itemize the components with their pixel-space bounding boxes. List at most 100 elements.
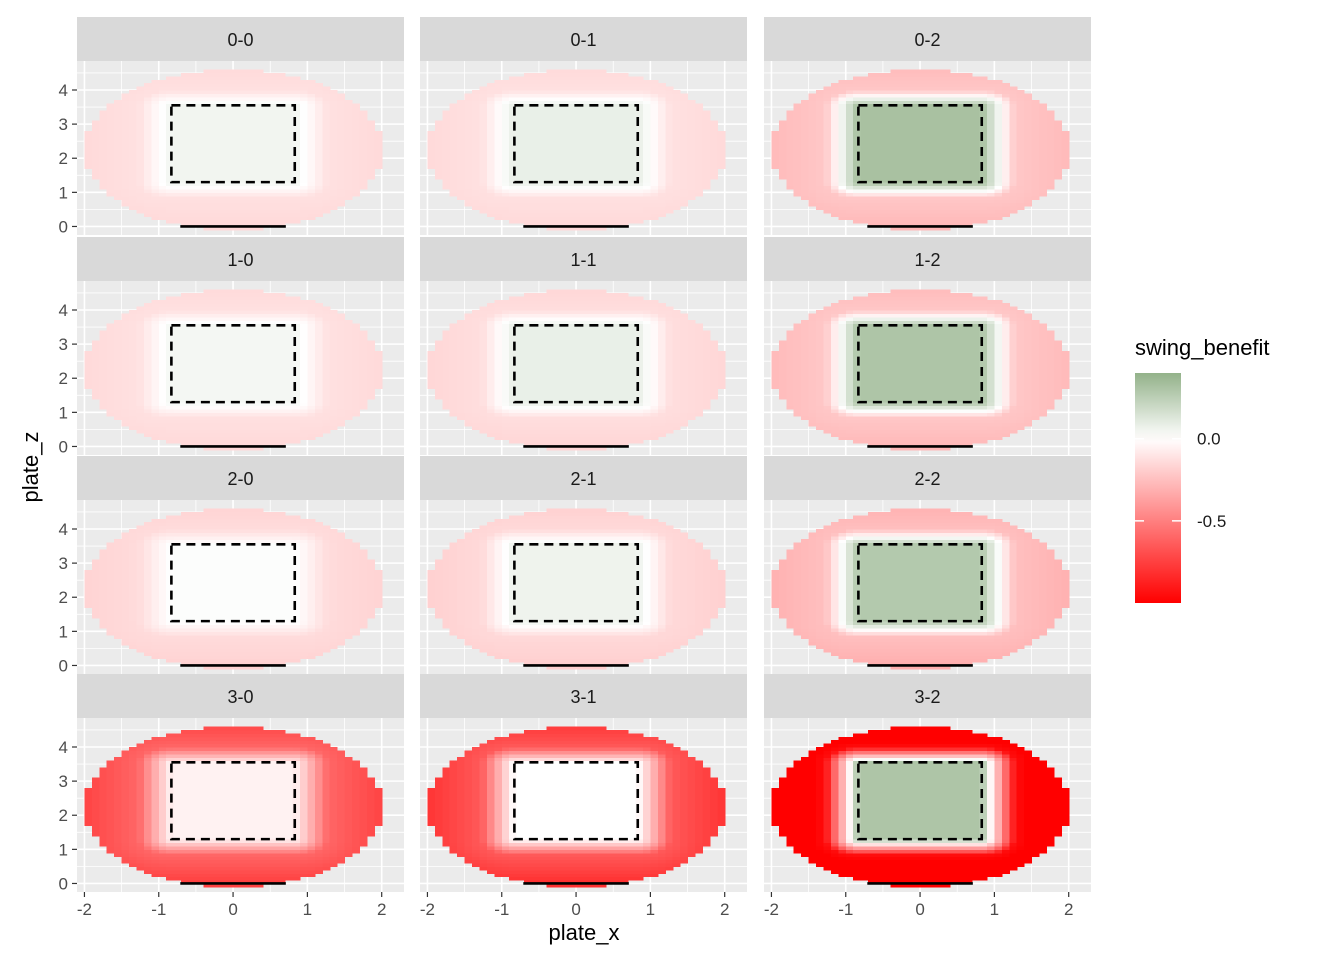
heat-tile bbox=[351, 124, 361, 129]
heat-tile bbox=[1001, 199, 1010, 204]
heat-tile bbox=[808, 192, 817, 197]
heat-tile bbox=[583, 69, 592, 74]
heat-tile bbox=[949, 151, 958, 156]
heat-tile bbox=[957, 182, 966, 187]
heat-tile bbox=[964, 83, 973, 88]
heat-tile bbox=[927, 120, 936, 125]
heat-tile bbox=[151, 395, 160, 400]
heat-tile bbox=[158, 391, 167, 396]
heat-tile bbox=[613, 103, 622, 108]
heat-tile bbox=[1001, 154, 1010, 159]
heat-tile bbox=[531, 86, 540, 91]
facet-strip-label: 0-2 bbox=[914, 30, 940, 50]
heat-tile bbox=[322, 127, 331, 132]
heat-tile bbox=[583, 86, 592, 91]
heat-tile bbox=[173, 154, 182, 159]
heat-tile bbox=[816, 195, 825, 200]
heat-tile bbox=[890, 110, 899, 115]
heat-tile bbox=[136, 306, 145, 311]
heat-tile bbox=[136, 113, 145, 118]
heat-tile bbox=[166, 432, 175, 437]
heat-tile bbox=[329, 90, 338, 95]
heat-tile bbox=[553, 134, 562, 139]
heat-tile bbox=[657, 212, 666, 217]
heat-tile bbox=[934, 127, 943, 132]
heat-tile bbox=[277, 202, 286, 207]
heat-tile bbox=[285, 130, 294, 135]
heat-tile bbox=[255, 212, 264, 217]
heat-tile bbox=[590, 69, 599, 74]
heat-tile bbox=[561, 86, 570, 91]
heat-tile bbox=[665, 93, 674, 98]
heat-tile bbox=[816, 151, 825, 156]
heat-tile bbox=[979, 127, 988, 132]
heat-tile bbox=[374, 134, 383, 139]
heat-tile bbox=[778, 161, 787, 166]
heat-tile bbox=[702, 110, 711, 115]
heat-tile bbox=[934, 219, 943, 224]
heat-tile bbox=[875, 130, 884, 135]
heat-tile bbox=[613, 134, 622, 139]
heat-tile bbox=[957, 79, 966, 84]
heat-tile bbox=[151, 107, 160, 112]
heat-tile bbox=[84, 151, 93, 156]
heat-tile bbox=[129, 327, 138, 332]
heat-tile bbox=[277, 175, 286, 180]
heat-tile bbox=[173, 188, 182, 193]
heat-tile bbox=[920, 76, 929, 81]
heat-tile bbox=[568, 161, 577, 166]
heat-tile bbox=[635, 90, 644, 95]
heat-tile bbox=[457, 195, 466, 200]
heat-tile bbox=[964, 165, 973, 170]
heat-tile bbox=[329, 178, 338, 183]
heat-tile bbox=[583, 79, 592, 84]
heat-tile bbox=[442, 130, 451, 135]
heat-tile bbox=[314, 120, 323, 125]
heat-tile bbox=[665, 127, 674, 132]
heat-tile bbox=[270, 144, 279, 149]
heat-tile bbox=[1009, 103, 1018, 108]
heat-tile bbox=[129, 385, 138, 390]
heat-tile bbox=[568, 103, 577, 108]
heat-tile bbox=[181, 178, 190, 183]
heat-tile bbox=[986, 171, 995, 176]
heat-tile bbox=[442, 154, 451, 159]
heat-tile bbox=[1016, 192, 1025, 197]
heat-tile bbox=[680, 192, 689, 197]
heat-tile bbox=[158, 154, 167, 159]
heat-tile bbox=[949, 76, 958, 81]
heat-tile bbox=[546, 100, 555, 105]
heat-tile bbox=[853, 219, 862, 224]
heat-tile bbox=[860, 130, 869, 135]
heat-tile bbox=[479, 195, 488, 200]
heat-tile bbox=[875, 110, 884, 115]
heat-tile bbox=[314, 117, 323, 122]
heat-tile bbox=[979, 185, 988, 190]
heat-tile bbox=[590, 141, 599, 146]
heat-tile bbox=[262, 137, 271, 142]
heat-tile bbox=[972, 161, 981, 166]
heat-tile bbox=[158, 130, 167, 135]
heat-tile bbox=[84, 130, 93, 135]
heat-tile bbox=[868, 141, 877, 146]
heat-tile bbox=[143, 415, 152, 420]
heat-tile bbox=[270, 219, 279, 224]
heat-tile bbox=[1016, 141, 1025, 146]
heat-tile bbox=[979, 148, 988, 153]
heat-tile bbox=[270, 113, 279, 118]
heat-tile bbox=[553, 103, 562, 108]
heat-tile bbox=[838, 212, 847, 217]
heat-tile bbox=[853, 83, 862, 88]
heat-tile bbox=[151, 340, 160, 345]
heat-tile bbox=[986, 148, 995, 153]
heat-tile bbox=[247, 117, 256, 122]
heat-tile bbox=[181, 195, 190, 200]
heat-tile bbox=[218, 219, 227, 224]
heat-tile bbox=[307, 86, 316, 91]
heat-tile bbox=[210, 130, 219, 135]
heat-tile bbox=[524, 117, 533, 122]
heat-tile bbox=[957, 148, 966, 153]
heat-tile bbox=[292, 110, 301, 115]
heat-tile bbox=[158, 161, 167, 166]
heat-tile bbox=[494, 195, 503, 200]
